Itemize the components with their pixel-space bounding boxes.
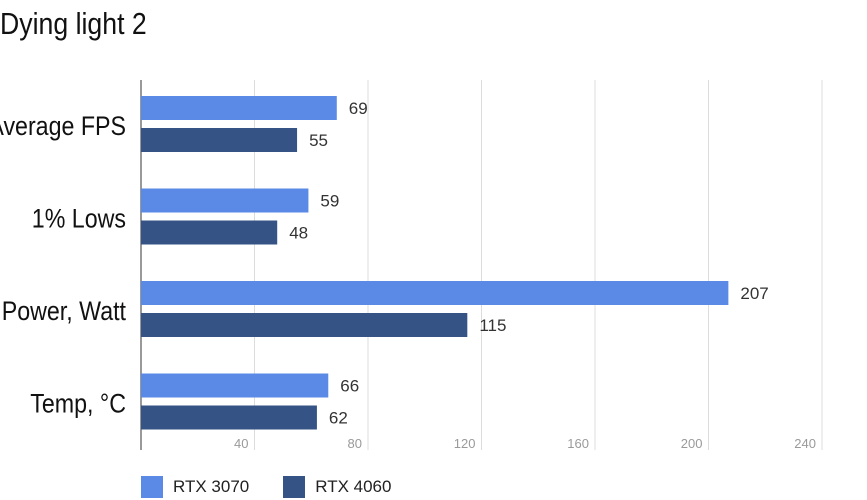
bar-rtx-3070-1-lows	[141, 188, 309, 213]
legend-label-rtx-3070: RTX 3070	[173, 477, 250, 496]
x-tick-label-120: 120	[454, 436, 476, 451]
category-label-average-fps: Average FPS	[0, 112, 126, 142]
x-tick-label-80: 80	[348, 436, 362, 451]
legend-item-rtx-3070: RTX 3070	[141, 476, 249, 498]
value-label-rtx-4060-power-watt: 115	[479, 316, 506, 335]
x-tick-label-200: 200	[681, 436, 703, 451]
value-label-rtx-3070-power-watt: 207	[740, 284, 768, 303]
bar-rtx-3070-power-watt	[141, 281, 729, 305]
value-label-rtx-3070-temp-c: 66	[340, 377, 359, 396]
x-tick-label-160: 160	[567, 436, 589, 451]
x-tick-label-240: 240	[794, 436, 816, 451]
legend: RTX 3070 RTX 4060	[141, 476, 391, 498]
legend-label-rtx-4060: RTX 4060	[315, 477, 392, 496]
category-label-power-watt: Power, Watt	[2, 297, 126, 327]
value-label-rtx-4060-temp-c: 62	[329, 409, 348, 428]
bar-rtx-3070-average-fps	[141, 96, 337, 120]
chart-title: Dying light 2	[0, 6, 147, 41]
category-label-temp-c: Temp, °C	[30, 389, 126, 419]
x-tick-label-40: 40	[234, 436, 248, 451]
bars	[141, 96, 729, 430]
bar-rtx-4060-average-fps	[141, 128, 298, 152]
bar-rtx-4060-power-watt	[141, 313, 468, 337]
category-label-1-lows: 1% Lows	[32, 204, 126, 234]
legend-swatch-rtx-4060	[283, 476, 306, 498]
value-label-rtx-3070-average-fps: 69	[349, 99, 368, 118]
bar-rtx-4060-1-lows	[141, 220, 278, 245]
value-label-rtx-3070-1-lows: 59	[320, 192, 339, 211]
bar-rtx-3070-temp-c	[141, 373, 329, 398]
labels: 40 80 120 160 200 240 Average FPS 69 55 1% Lows 59…	[0, 99, 816, 451]
bar-rtx-4060-temp-c	[141, 405, 317, 430]
value-label-rtx-4060-average-fps: 55	[309, 131, 328, 150]
legend-item-rtx-4060: RTX 4060	[283, 476, 391, 498]
value-label-rtx-4060-1-lows: 48	[289, 224, 308, 243]
legend-swatch-rtx-3070	[141, 476, 163, 498]
